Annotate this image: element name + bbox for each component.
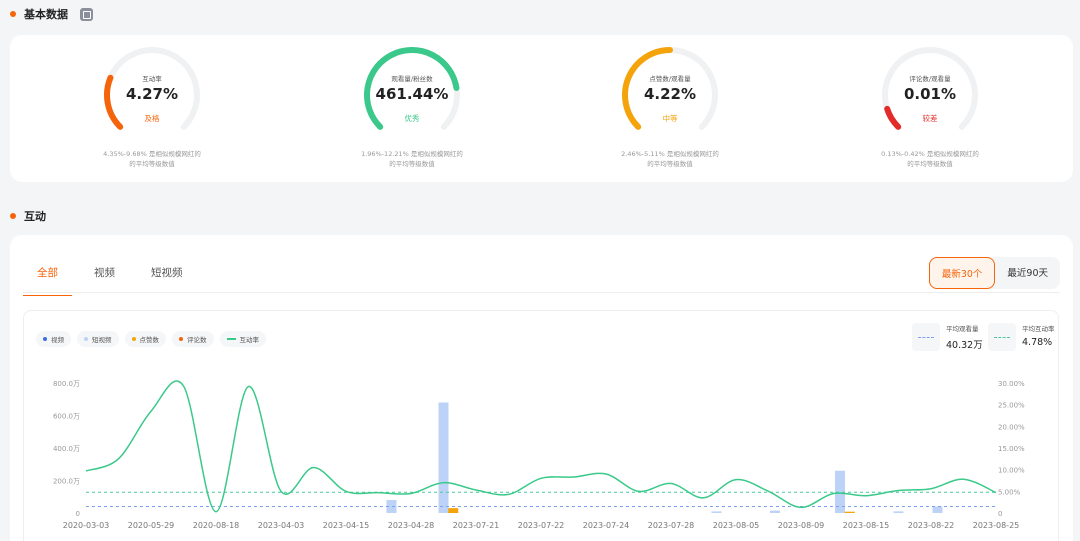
gauge-grade: 较差 xyxy=(922,114,938,123)
basic-section-header: 基本数据 xyxy=(10,6,93,22)
legend-dot xyxy=(131,337,136,341)
gauge-arc xyxy=(622,47,718,130)
short-video-bar xyxy=(386,500,397,513)
range-toggle: 最新30个 最近90天 xyxy=(928,257,1060,289)
gauge-label: 点赞数/观看量 xyxy=(649,75,691,83)
tabs-divider xyxy=(23,292,1060,293)
range-recent-90-days-button[interactable]: 最近90天 xyxy=(1007,268,1048,279)
short-video-bar xyxy=(438,402,449,513)
interaction-chart: 0 200.0万 400.0万 600.0万 800.0万 0 5.00% 10.00% 15.… xyxy=(23,310,1059,541)
avg-rate-value: 4.78% xyxy=(1022,337,1053,348)
x-tick-label: 2023-04-15 xyxy=(323,521,370,530)
legend-dot xyxy=(179,337,183,341)
x-tick-label: 2023-08-25 xyxy=(973,521,1020,530)
y-right-tick: 25.00% xyxy=(998,402,1025,410)
x-tick-label: 2023-08-22 xyxy=(908,521,955,530)
legend-dot xyxy=(43,337,47,341)
gauge-likes-per-views: 点赞数/观看量 4.22% 中等 2.46%-5.11% 是相似规模网红的 的平均… xyxy=(570,45,770,175)
copy-icon[interactable] xyxy=(80,7,93,21)
avg-rate-label: 平均互动率 xyxy=(1022,325,1055,333)
interaction-card: 全部 视频 短视频 最新30个 最近90天 0 200.0万 400.0万 600.0… xyxy=(10,235,1073,541)
gauge-description: 0.13%-0.42% 是相似规模网红的 的平均等级数值 xyxy=(881,150,979,168)
content-tabs: 全部 视频 短视频 xyxy=(23,257,205,296)
interaction-section-title: 互动 xyxy=(24,210,46,223)
gauge-arc xyxy=(364,47,460,130)
y-left-tick: 800.0万 xyxy=(53,380,80,388)
y-left-tick: 0 xyxy=(76,510,80,518)
x-tick-label: 2023-08-05 xyxy=(713,521,760,530)
gauge-grade: 及格 xyxy=(144,114,160,123)
y-right-tick: 0 xyxy=(998,510,1002,518)
dashed-line-icon xyxy=(912,323,940,351)
legend-item-likes[interactable]: 点赞数 xyxy=(124,331,166,347)
likes-bar xyxy=(844,511,855,513)
section-dot xyxy=(10,11,16,17)
avg-rate-box: 平均互动率 4.78% xyxy=(988,323,1055,351)
chart-canvas: 0 200.0万 400.0万 600.0万 800.0万 0 5.00% 10.00% 15.… xyxy=(53,380,1025,530)
likes-bar xyxy=(448,508,459,513)
gauge-description: 1.96%-12.21% 是相似规模网红的 的平均等级数值 xyxy=(361,150,463,168)
x-tick-label: 2020-05-29 xyxy=(128,521,175,530)
avg-views-box: 平均观看量 40.32万 xyxy=(912,323,983,351)
legend-item-comments[interactable]: 评论数 xyxy=(172,331,214,347)
gauge-interaction-rate: 互动率 4.27% 及格 4.35%-9.68% 是相似规模网红的 的平均等级数值 xyxy=(52,45,252,175)
y-left-tick: 200.0万 xyxy=(53,478,80,486)
short-video-bar xyxy=(711,511,722,513)
tab-video[interactable]: 视频 xyxy=(94,267,115,279)
gauge-value: 4.22% xyxy=(643,85,697,103)
x-tick-label: 2023-07-21 xyxy=(453,521,500,530)
short-video-bar xyxy=(835,470,845,513)
gauge-arc xyxy=(104,47,200,130)
y-right-tick: 15.00% xyxy=(998,445,1025,453)
legend-item-interaction-rate[interactable]: 互动率 xyxy=(219,331,266,347)
gauge-value: 0.01% xyxy=(903,85,957,103)
short-video-bar xyxy=(893,511,904,513)
y-right-tick: 20.00% xyxy=(998,423,1025,431)
legend-line xyxy=(226,338,236,340)
avg-views-value: 40.32万 xyxy=(946,340,983,351)
gauge-grade: 中等 xyxy=(662,114,678,123)
short-video-bar xyxy=(770,510,780,513)
gauge-description: 2.46%-5.11% 是相似规模网红的 的平均等级数值 xyxy=(621,150,719,168)
legend-item-video[interactable]: 视频 xyxy=(36,331,71,347)
y-right-tick: 30.00% xyxy=(998,380,1025,388)
interaction-rate-line xyxy=(85,380,997,513)
basic-section-title: 基本数据 xyxy=(24,8,68,21)
gauge-grade: 优秀 xyxy=(404,114,420,123)
short-video-bar xyxy=(932,506,943,513)
x-tick-label: 2023-07-24 xyxy=(583,521,630,530)
tab-all[interactable]: 全部 xyxy=(23,257,72,296)
x-tick-label: 2023-08-09 xyxy=(778,521,825,530)
y-left-tick: 600.0万 xyxy=(53,413,80,421)
gauge-comments-per-views: 评论数/观看量 0.01% 较差 0.13%-0.42% 是相似规模网红的 的平均… xyxy=(830,45,1030,175)
legend-dot xyxy=(84,337,88,341)
y-right-tick: 5.00% xyxy=(998,488,1021,496)
x-tick-label: 2020-03-03 xyxy=(63,521,110,530)
gauge-arc xyxy=(882,47,978,130)
x-tick-label: 2023-04-03 xyxy=(258,521,305,530)
dashed-line-icon xyxy=(988,323,1016,351)
interaction-section-header: 互动 xyxy=(10,208,46,224)
section-dot xyxy=(10,213,16,219)
legend-item-short-video[interactable]: 短视频 xyxy=(77,331,119,347)
gauge-views-per-fans: 观看量/粉丝数 461.44% 优秀 1.96%-12.21% 是相似规模网红的… xyxy=(312,45,512,175)
y-left-tick: 400.0万 xyxy=(53,445,80,453)
avg-views-label: 平均观看量 xyxy=(946,325,979,333)
x-tick-label: 2023-08-15 xyxy=(843,521,890,530)
gauge-label: 评论数/观看量 xyxy=(909,75,951,83)
gauge-description: 4.35%-9.68% 是相似规模网红的 的平均等级数值 xyxy=(103,150,201,168)
x-tick-label: 2023-04-28 xyxy=(388,521,435,530)
basic-data-card: 互动率 4.27% 及格 4.35%-9.68% 是相似规模网红的 的平均等级数值… xyxy=(10,35,1073,182)
range-latest-30-button[interactable]: 最新30个 xyxy=(928,257,996,289)
x-tick-label: 2020-08-18 xyxy=(193,521,240,530)
chart-legend: 视频 短视频 点赞数 评论数 互动率 xyxy=(36,331,266,347)
x-tick-label: 2023-07-22 xyxy=(518,521,565,530)
y-right-tick: 10.00% xyxy=(998,467,1025,475)
gauge-value: 4.27% xyxy=(125,85,179,103)
tab-short-video[interactable]: 短视频 xyxy=(151,267,183,279)
gauge-label: 观看量/粉丝数 xyxy=(391,75,433,83)
x-tick-label: 2023-07-28 xyxy=(648,521,695,530)
gauge-value: 461.44% xyxy=(375,85,449,103)
gauge-label: 互动率 xyxy=(142,75,162,83)
